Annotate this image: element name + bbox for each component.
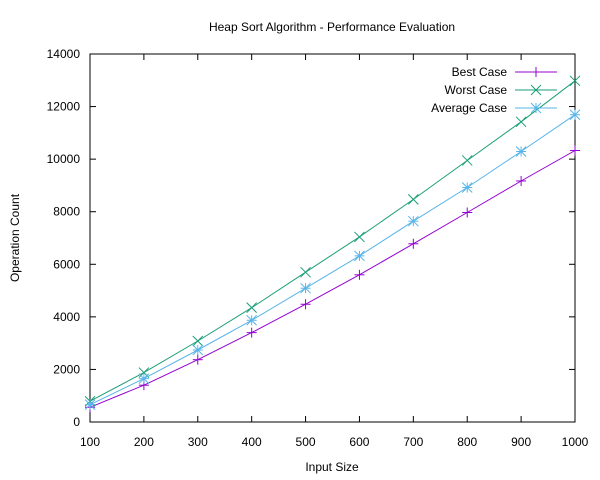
x-axis: 100 200 300 400 500 600 700 800 900 1000 (80, 54, 589, 449)
x-axis-title: Input Size (305, 460, 359, 474)
x-tick-label-1: 200 (134, 435, 154, 449)
point-average-case-1 (138, 373, 150, 384)
point-average-case-4 (300, 282, 311, 294)
point-average-case-5 (354, 250, 365, 262)
x-tick-label-5: 600 (349, 435, 369, 449)
point-best-case-5 (354, 269, 365, 280)
x-tick-label-0: 100 (80, 435, 100, 449)
legend-marker-best-case (531, 67, 541, 77)
point-worst-case-5 (354, 231, 365, 243)
point-worst-case-2 (192, 335, 204, 347)
point-worst-case-4 (300, 266, 311, 278)
point-best-case-6 (408, 238, 419, 249)
x-tick-label-6: 700 (403, 435, 423, 449)
point-best-case-4 (300, 299, 311, 310)
y-tick-label-2: 4000 (53, 310, 80, 324)
point-best-case-8 (516, 175, 527, 186)
y-tick-label-6: 12000 (47, 100, 81, 114)
series-line-best-case (89, 150, 576, 408)
series-layer (84, 75, 581, 413)
y-tick-label-1: 2000 (53, 362, 80, 376)
chart-title: Heap Sort Algorithm - Performance Evalua… (209, 20, 455, 34)
x-tick-label-2: 300 (188, 435, 208, 449)
point-worst-case-8 (515, 116, 527, 128)
point-best-case-9 (570, 145, 580, 156)
y-tick-label-5: 10000 (47, 152, 81, 166)
x-tick-label-9: 1000 (562, 435, 589, 449)
point-average-case-6 (407, 215, 419, 227)
legend-marker-average-case (530, 102, 542, 114)
y-tick-label-4: 8000 (53, 205, 80, 219)
point-best-case-2 (192, 354, 203, 365)
legend-label-best-case: Best Case (452, 65, 508, 79)
point-average-case-9 (569, 109, 581, 121)
point-average-case-3 (246, 314, 258, 326)
point-worst-case-3 (246, 302, 258, 314)
series-line-average-case (89, 114, 576, 406)
x-tick-label-4: 500 (296, 435, 316, 449)
point-worst-case-7 (461, 155, 473, 166)
legend-label-average-case: Average Case (431, 101, 507, 115)
point-average-case-7 (461, 182, 473, 193)
point-average-case-8 (515, 146, 527, 157)
x-tick-label-7: 800 (457, 435, 477, 449)
point-average-case-2 (192, 344, 204, 356)
series-line-worst-case (89, 80, 576, 402)
point-best-case-3 (246, 327, 257, 338)
legend-marker-worst-case (530, 84, 542, 96)
point-worst-case-6 (407, 194, 419, 205)
x-tick-label-8: 900 (511, 435, 531, 449)
x-tick-label-3: 400 (242, 435, 262, 449)
y-tick-label-3: 6000 (53, 257, 80, 271)
point-worst-case-9 (569, 75, 581, 87)
plot-frame (89, 53, 576, 423)
y-tick-label-0: 0 (73, 415, 80, 429)
legend: Best Case Worst Case Average Case (431, 65, 557, 115)
y-tick-label-7: 14000 (47, 47, 81, 61)
y-axis: 0 2000 4000 6000 8000 10000 12000 14000 (47, 47, 575, 429)
y-axis-title: Operation Count (8, 193, 22, 282)
legend-label-worst-case: Worst Case (445, 83, 508, 97)
point-average-case-0 (84, 399, 96, 411)
point-best-case-7 (462, 207, 473, 218)
